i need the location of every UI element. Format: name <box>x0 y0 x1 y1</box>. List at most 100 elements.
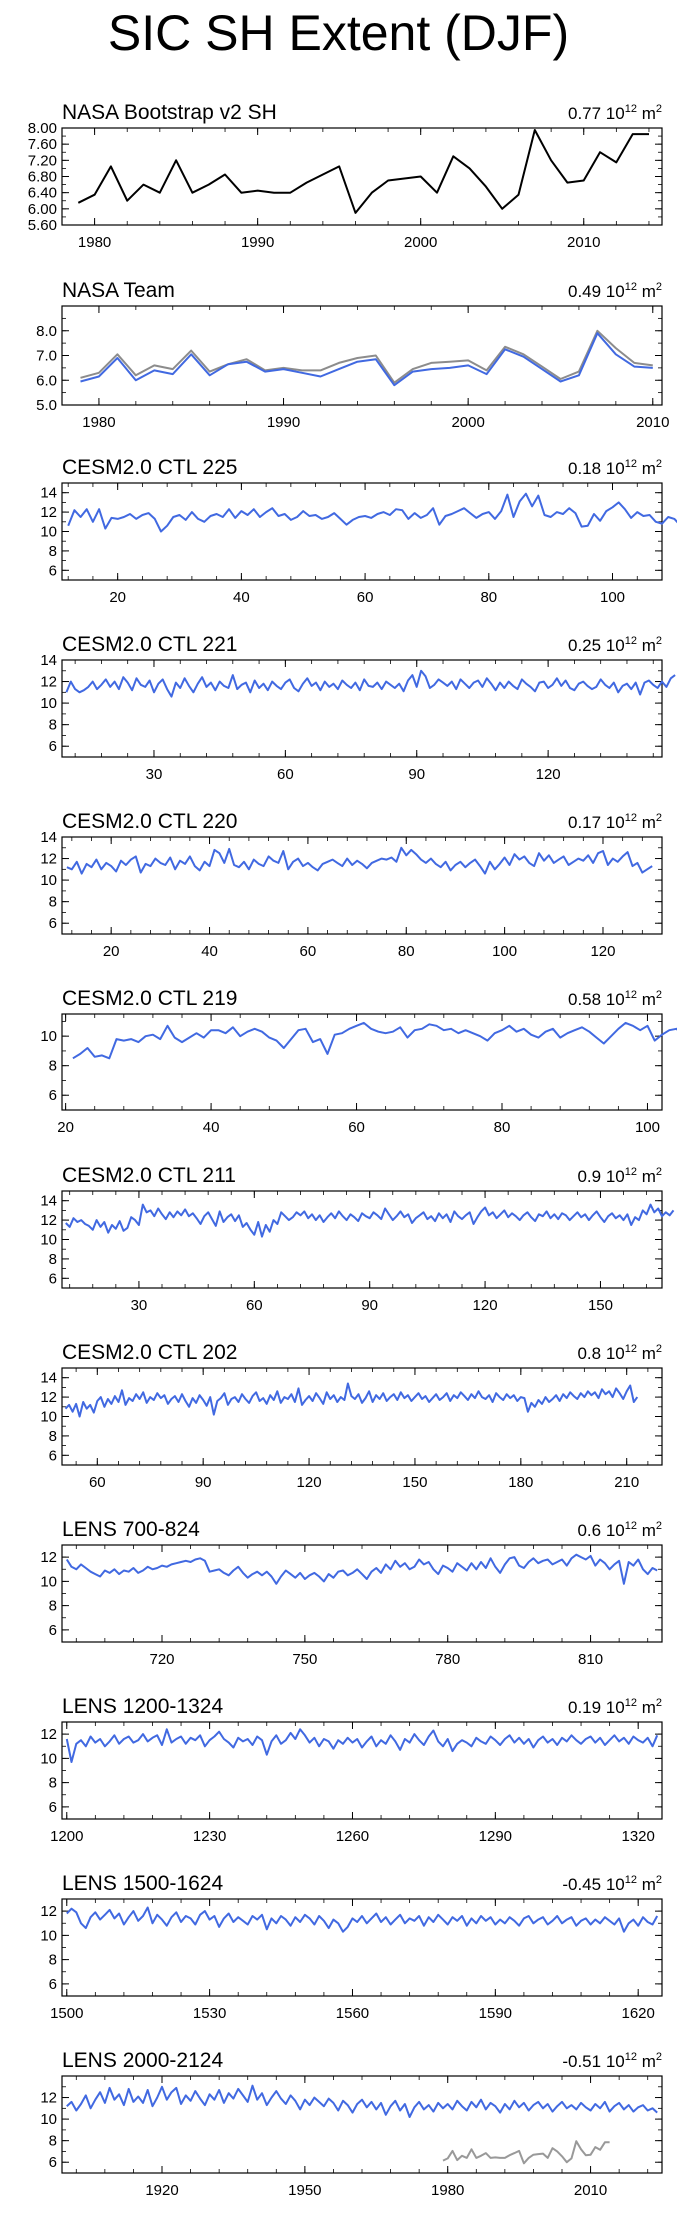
chart-panel-4: CESM2.0 CTL 221 0.25 1012 m2 6 8 10 12 14 30 60 9… <box>40 633 676 783</box>
trend-label: 0.18 1012 m2 <box>568 458 662 478</box>
trend-label: -0.45 1012 m2 <box>562 1874 662 1894</box>
x-tick-label: 40 <box>203 1119 220 1136</box>
y-tick-label: 10 <box>40 1573 57 1590</box>
y-tick-label: 12 <box>40 1549 57 1566</box>
x-tick-label: 810 <box>578 1651 603 1668</box>
series-line <box>80 329 653 384</box>
x-tick-label: 1590 <box>479 2005 512 2022</box>
plot-frame <box>61 305 663 406</box>
x-tick-label: 1500 <box>50 2005 83 2022</box>
x-tick-label: 2010 <box>574 2182 607 2199</box>
x-tick-label: 60 <box>348 1119 365 1136</box>
plot-frame <box>61 659 663 758</box>
x-tick-label: 20 <box>109 589 126 606</box>
y-tick-label: 6 <box>49 738 57 755</box>
plot-frame <box>61 1367 663 1466</box>
series-line <box>80 332 653 387</box>
y-tick-label: 8 <box>49 1952 57 1969</box>
x-tick-label: 100 <box>635 1119 660 1136</box>
y-tick-label: 6 <box>49 1087 57 1104</box>
x-tick-label: 180 <box>508 1474 533 1491</box>
y-tick-label: 8.0 <box>36 323 57 340</box>
plot-frame <box>61 1544 663 1643</box>
x-tick-label: 30 <box>131 1297 148 1314</box>
series-line <box>66 2084 658 2118</box>
x-tick-label: 60 <box>357 589 374 606</box>
x-tick-label: 1230 <box>193 1828 226 1845</box>
y-tick-label: 8 <box>49 1598 57 1615</box>
series-line <box>72 1021 677 1060</box>
y-tick-label: 8 <box>49 1058 57 1075</box>
trend-label: 0.58 1012 m2 <box>568 989 662 1009</box>
y-tick-label: 6.40 <box>28 185 57 202</box>
series-line <box>67 492 677 533</box>
trend-label: 0.17 1012 m2 <box>568 812 662 832</box>
y-tick-label: 6.00 <box>28 201 57 218</box>
x-tick-label: 1980 <box>82 414 115 431</box>
chart-panel-8: CESM2.0 CTL 202 0.8 1012 m2 6 8 10 12 14 60 90 12… <box>40 1341 663 1491</box>
x-tick-label: 780 <box>435 1651 460 1668</box>
y-tick-label: 12 <box>40 1903 57 1920</box>
y-tick-label: 5.60 <box>28 217 57 234</box>
x-tick-label: 20 <box>103 943 120 960</box>
trend-label: 0.19 1012 m2 <box>568 1697 662 1717</box>
trend-label: 0.6 1012 m2 <box>577 1520 662 1540</box>
x-tick-label: 60 <box>89 1474 106 1491</box>
x-tick-label: 150 <box>588 1297 613 1314</box>
series-line <box>66 846 653 875</box>
y-tick-label: 10 <box>40 524 57 541</box>
x-tick-label: 80 <box>494 1119 511 1136</box>
x-tick-label: 100 <box>600 589 625 606</box>
y-tick-label: 5.0 <box>36 397 57 414</box>
y-tick-label: 10 <box>40 695 57 712</box>
series-line <box>64 1382 639 1418</box>
y-tick-label: 14 <box>40 652 57 669</box>
x-tick-label: 1530 <box>193 2005 226 2022</box>
y-tick-label: 6 <box>49 1976 57 1993</box>
y-tick-label: 6 <box>49 1799 57 1816</box>
plot-frame <box>61 836 663 935</box>
x-tick-label: 2010 <box>636 414 669 431</box>
x-tick-label: 1560 <box>336 2005 369 2022</box>
y-tick-label: 14 <box>40 485 57 502</box>
chart-title: LENS 1200-1324 <box>62 1695 223 1718</box>
x-tick-label: 1200 <box>50 1828 83 1845</box>
plot-frame <box>61 1190 663 1289</box>
y-tick-label: 6.0 <box>36 372 57 389</box>
plot-frame <box>61 127 663 226</box>
y-tick-label: 14 <box>40 1370 57 1387</box>
y-tick-label: 6 <box>49 1447 57 1464</box>
page-title: SIC SH Extent (DJF) <box>107 5 570 61</box>
chart-panel-12: LENS 2000-2124 -0.51 1012 m2 6 8 10 12 1920 195… <box>40 2049 663 2199</box>
y-tick-label: 8 <box>49 1775 57 1792</box>
x-tick-label: 1260 <box>336 1828 369 1845</box>
trend-label: 0.77 1012 m2 <box>568 103 662 123</box>
y-tick-label: 12 <box>40 2090 57 2107</box>
plot-frame <box>61 1898 663 1997</box>
x-tick-label: 40 <box>201 943 218 960</box>
x-tick-label: 60 <box>300 943 317 960</box>
x-tick-label: 1980 <box>431 2182 464 2199</box>
x-tick-label: 150 <box>402 1474 427 1491</box>
x-tick-label: 60 <box>246 1297 263 1314</box>
y-tick-label: 12 <box>40 851 57 868</box>
series-line <box>442 2140 610 2165</box>
x-tick-label: 2000 <box>451 414 484 431</box>
y-tick-label: 10 <box>40 1750 57 1767</box>
chart-panel-11: LENS 1500-1624 -0.45 1012 m2 6 8 10 12 1500 153… <box>40 1872 663 2022</box>
x-tick-label: 2000 <box>404 234 437 251</box>
series-line <box>65 669 676 698</box>
y-tick-label: 6.80 <box>28 169 57 186</box>
x-tick-label: 1620 <box>622 2005 655 2022</box>
y-tick-label: 14 <box>40 829 57 846</box>
x-tick-label: 120 <box>590 943 615 960</box>
y-tick-label: 6 <box>49 2154 57 2171</box>
series-line <box>65 1553 658 1585</box>
x-tick-label: 210 <box>614 1474 639 1491</box>
x-tick-label: 40 <box>233 589 250 606</box>
y-tick-label: 8 <box>49 2133 57 2150</box>
chart-title: NASA Bootstrap v2 SH <box>62 101 277 124</box>
y-tick-label: 12 <box>40 674 57 691</box>
y-tick-label: 8 <box>49 1428 57 1445</box>
